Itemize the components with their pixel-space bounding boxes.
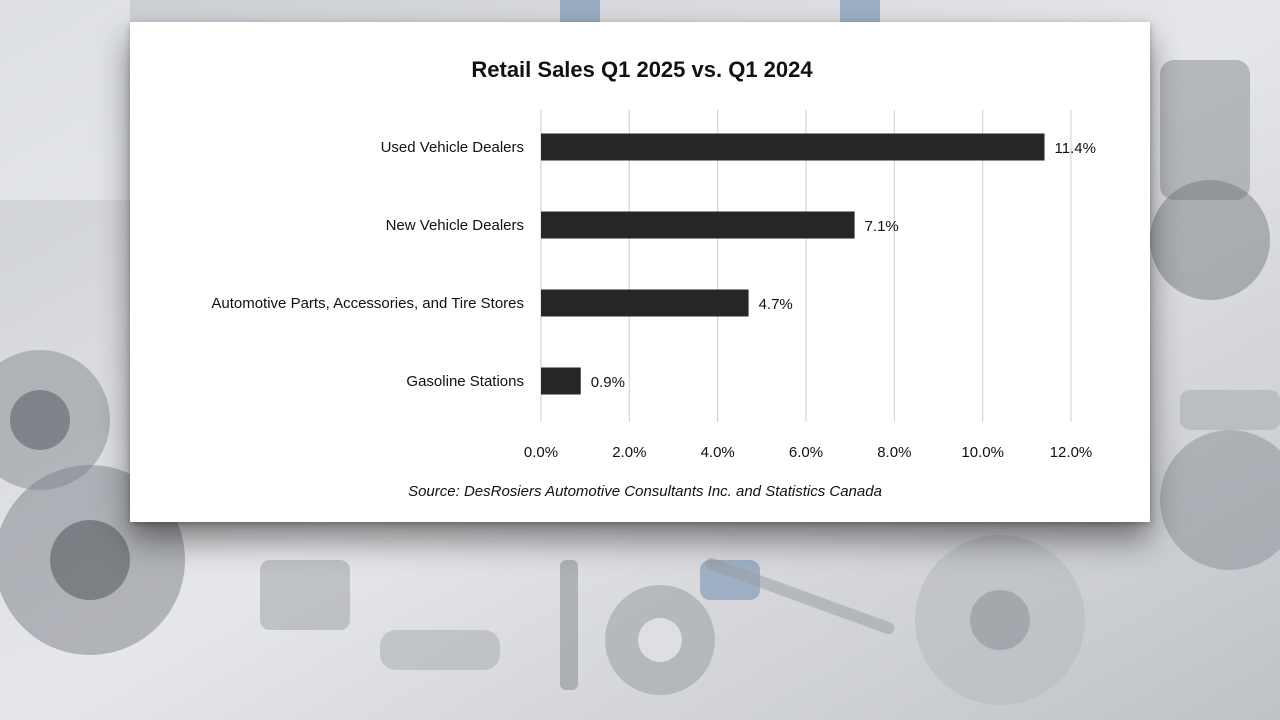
x-tick-label: 6.0%: [789, 444, 823, 461]
bar: [541, 367, 581, 395]
x-tick-label: 12.0%: [1050, 444, 1093, 461]
x-axis-tick-labels: 0.0% 2.0% 4.0% 6.0% 8.0% 10.0% 12.0%: [524, 444, 1092, 461]
x-tick-label: 0.0%: [524, 444, 558, 461]
category-label: Used Vehicle Dealers: [381, 139, 524, 156]
category-label: Automotive Parts, Accessories, and Tire …: [211, 295, 524, 312]
category-label: New Vehicle Dealers: [386, 217, 524, 234]
bar-chart: Retail Sales Q1 2025 vs. Q1 2024 Used Ve…: [211, 57, 1096, 500]
x-tick-label: 8.0%: [877, 444, 911, 461]
x-tick-label: 10.0%: [961, 444, 1004, 461]
data-labels: 11.4% 7.1% 4.7% 0.9%: [591, 140, 1096, 391]
x-tick-label: 2.0%: [612, 444, 646, 461]
chart-card: Retail Sales Q1 2025 vs. Q1 2024 Used Ve…: [130, 22, 1150, 522]
wrench-shape: [1180, 390, 1280, 430]
data-label: 4.7%: [759, 296, 793, 313]
bar: [541, 133, 1045, 161]
x-tick-label: 4.0%: [701, 444, 735, 461]
chart-title: Retail Sales Q1 2025 vs. Q1 2024: [471, 57, 813, 82]
bar: [541, 211, 855, 239]
data-label: 7.1%: [865, 218, 899, 235]
category-label: Gasoline Stations: [406, 373, 524, 390]
chart-source-note: Source: DesRosiers Automotive Consultant…: [408, 483, 882, 500]
bar: [541, 289, 749, 317]
bars: [541, 133, 1045, 395]
u-joint-shape: [260, 560, 350, 630]
data-label: 0.9%: [591, 374, 625, 391]
spark-plug-shape: [560, 560, 578, 690]
oil-bottle-shape: [1160, 60, 1250, 200]
category-labels: Used Vehicle Dealers New Vehicle Dealers A…: [211, 139, 524, 390]
data-label: 11.4%: [1055, 140, 1096, 157]
